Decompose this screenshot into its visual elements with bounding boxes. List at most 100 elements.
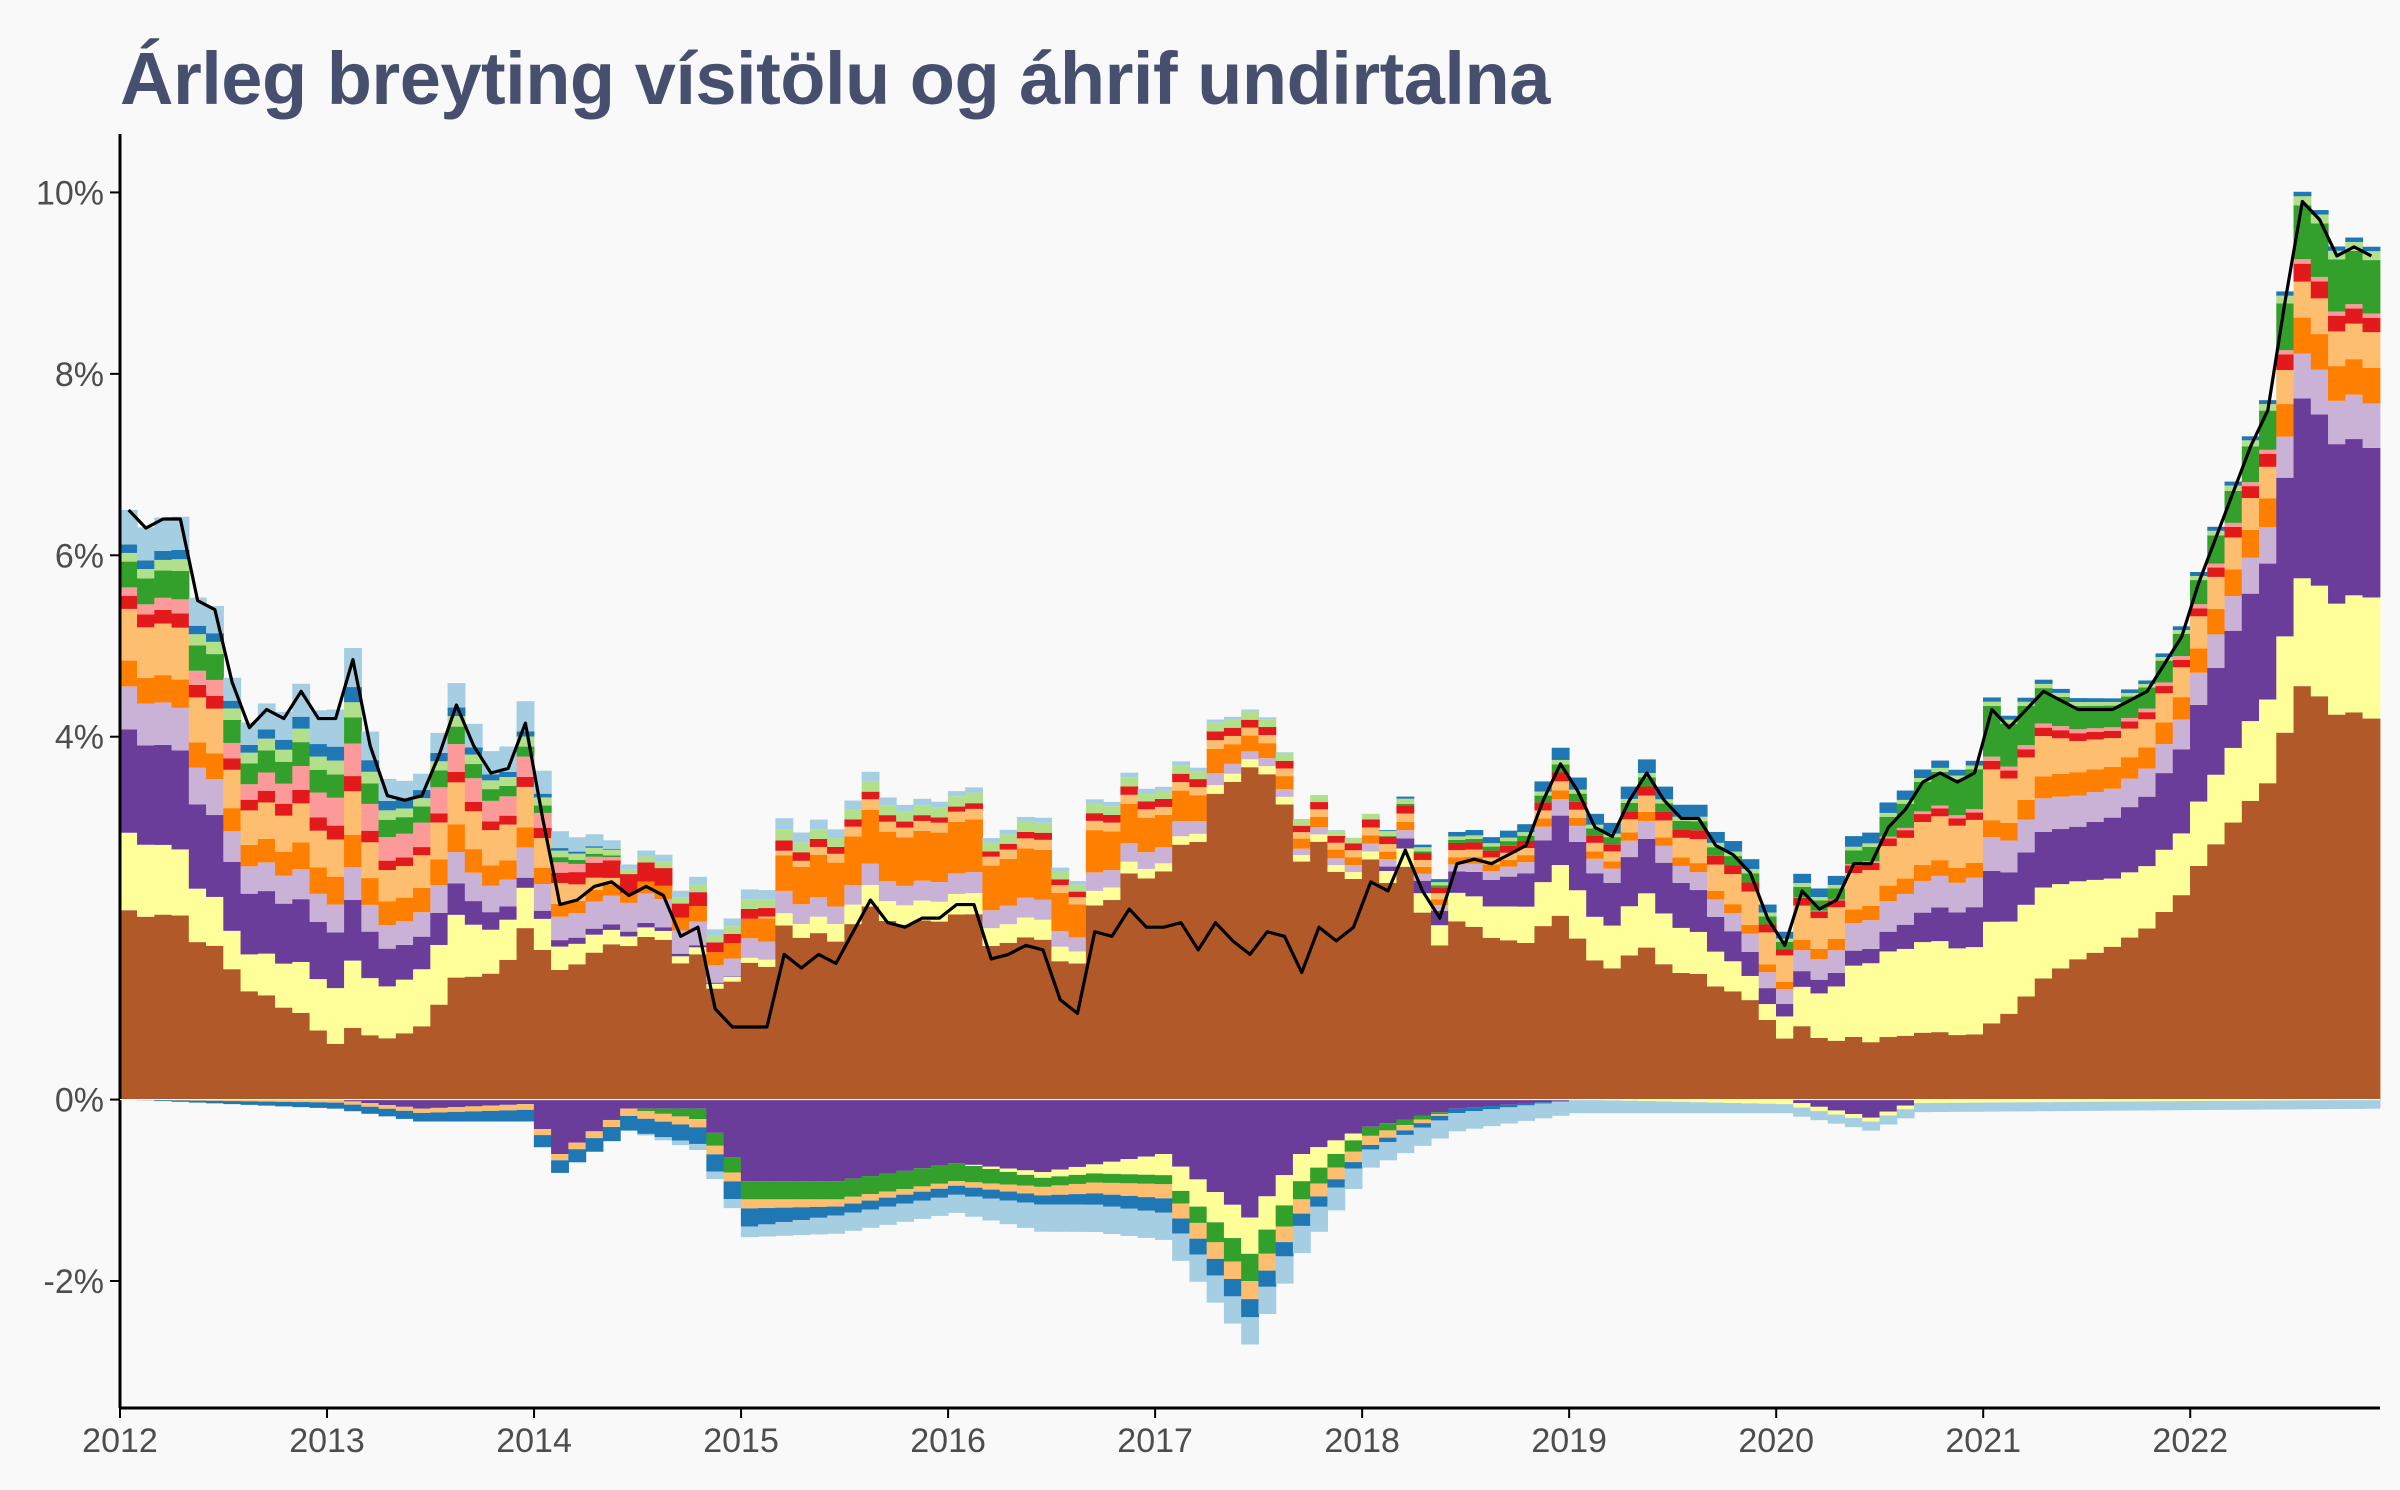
bar-segment-positive (930, 801, 949, 808)
bar-segment-positive (1724, 841, 1743, 852)
bar-segment-positive (2121, 757, 2139, 779)
bar-segment-negative (1120, 1195, 1139, 1209)
bar-segment-positive (2121, 937, 2139, 1100)
bar-segment-positive (309, 979, 328, 1031)
bar-segment-negative (689, 1108, 707, 1120)
bar-segment-positive (1499, 866, 1518, 877)
bar-segment-positive (1983, 921, 2001, 1024)
bar-segment-negative (1258, 1286, 1277, 1315)
bar-segment-positive (965, 808, 983, 820)
bar-segment-positive (758, 941, 776, 960)
bar-segment-positive (1586, 873, 1605, 917)
bar-segment-negative (792, 1207, 811, 1220)
bar-segment-positive (1965, 769, 1984, 810)
bar-segment-positive (1810, 979, 1829, 994)
bar-segment-positive (361, 830, 380, 843)
bar-segment-negative (896, 1194, 914, 1204)
bar-segment-negative (1465, 1111, 1484, 1129)
bar-segment-positive (947, 821, 966, 874)
bar-segment-negative (2155, 1101, 2174, 1111)
bar-segment-positive (2362, 718, 2381, 1100)
bar-segment-positive (2293, 686, 2312, 1100)
bar-segment-positive (154, 609, 173, 624)
bar-segment-positive (1120, 873, 1139, 1100)
bar-segment-positive (2086, 728, 2105, 732)
bar-segment-negative (1120, 1099, 1139, 1160)
bar-segment-negative (1258, 1099, 1277, 1197)
x-tick-label: 2018 (1324, 1422, 1400, 1460)
bar-segment-positive (2052, 773, 2070, 797)
bar-segment-positive (1361, 859, 1380, 1100)
bar-segment-positive (2241, 800, 2260, 1100)
bar-segment-negative (844, 1178, 863, 1197)
bar-segment-positive (2000, 1013, 2019, 1100)
bar-segment-negative (1016, 1185, 1035, 1194)
bar-segment-positive (1465, 896, 1484, 927)
bar-segment-positive (2069, 772, 2088, 796)
bar-segment-positive (620, 902, 638, 932)
bar-segment-positive (2103, 878, 2122, 947)
bar-segment-negative (1879, 1099, 1898, 1112)
bar-segment-positive (171, 679, 190, 708)
bar-segment-positive (1413, 844, 1432, 848)
bar-segment-positive (1344, 865, 1363, 873)
bar-segment-positive (585, 901, 604, 929)
bar-segment-positive (1620, 802, 1639, 812)
bar-segment-positive (499, 879, 518, 907)
bar-segment-positive (1482, 871, 1501, 880)
bar-segment-positive (896, 804, 914, 812)
bar-segment-positive (654, 885, 673, 900)
bar-segment-positive (1672, 820, 1691, 830)
bar-segment-positive (137, 627, 155, 678)
bar-segment-positive (2000, 719, 2019, 724)
bar-segment-negative (913, 1200, 932, 1219)
bar-segment-positive (482, 774, 500, 781)
bar-segment-negative (1103, 1194, 1122, 1207)
bar-segment-negative (740, 1099, 759, 1182)
bar-segment-positive (844, 809, 863, 820)
bar-segment-positive (758, 908, 776, 917)
bar-segment-positive (2103, 767, 2122, 789)
bar-segment-positive (361, 760, 380, 772)
bar-segment-positive (1085, 890, 1104, 906)
bar-segment-negative (982, 1168, 1001, 1184)
bar-segment-positive (1551, 799, 1570, 816)
bar-segment-positive (326, 932, 345, 989)
bar-segment-positive (2345, 323, 2364, 360)
bar-segment-positive (1258, 758, 1277, 767)
bar-segment-positive (723, 958, 742, 977)
bar-segment-negative (1620, 1100, 1639, 1114)
bar-segment-positive (2362, 313, 2381, 318)
bar-segment-positive (878, 920, 897, 1100)
bar-segment-positive (551, 940, 569, 947)
bar-segment-positive (792, 852, 811, 861)
bar-segment-positive (1172, 790, 1191, 822)
bar-segment-positive (361, 1035, 380, 1100)
bar-segment-positive (1827, 1040, 1846, 1100)
bar-segment-negative (723, 1099, 742, 1158)
bar-segment-negative (1275, 1175, 1294, 1206)
bar-segment-positive (2086, 792, 2105, 823)
bar-segment-positive (188, 697, 207, 743)
bar-segment-positive (1275, 796, 1294, 805)
bar-segment-positive (2259, 563, 2277, 700)
bar-segment-negative (2224, 1100, 2243, 1110)
bar-segment-positive (1603, 822, 1622, 834)
bar-segment-positive (1413, 866, 1432, 874)
x-tick-label: 2014 (496, 1422, 572, 1460)
bar-segment-negative (2034, 1102, 2053, 1112)
bar-segment-positive (1896, 893, 1915, 925)
bar-segment-positive (1568, 841, 1587, 891)
bar-segment-positive (671, 930, 690, 954)
bar-segment-negative (1344, 1168, 1363, 1189)
bar-segment-positive (1327, 865, 1346, 872)
bar-segment-positive (827, 853, 845, 863)
bar-segment-negative (1448, 1113, 1467, 1132)
bar-segment-positive (275, 875, 293, 904)
bar-segment-positive (1448, 842, 1467, 851)
bar-segment-positive (2000, 872, 2019, 922)
bar-segment-negative (1292, 1154, 1311, 1182)
bar-segment-negative (1741, 1103, 1760, 1114)
bar-segment-positive (1327, 842, 1346, 850)
bar-segment-negative (1103, 1161, 1122, 1174)
